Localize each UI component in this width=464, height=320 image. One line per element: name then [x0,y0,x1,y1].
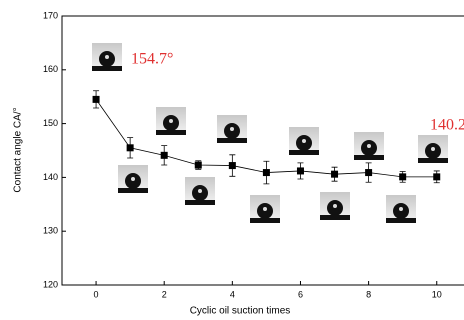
annotation: 140.2 [430,117,464,134]
droplet-highlight [431,147,435,151]
droplet-highlight [263,207,267,211]
data-point [262,169,270,177]
droplet-highlight [105,55,109,59]
y-tick-label: 160 [43,64,58,74]
droplet-highlight [367,144,371,148]
droplet-highlight [302,139,306,143]
y-tick-label: 150 [43,118,58,128]
substrate [418,158,448,163]
substrate [320,215,350,220]
x-tick-label: 6 [298,289,303,299]
substrate [92,66,122,71]
data-point [160,151,168,159]
y-axis-label: Contact angle CA/° [13,107,24,192]
droplet-highlight [198,189,202,193]
droplet-highlight [333,204,337,208]
x-tick-label: 8 [366,289,371,299]
plot-frame [61,15,464,286]
droplet-highlight [399,207,403,211]
data-point [331,170,339,178]
x-tick-label: 0 [94,289,99,299]
droplet-highlight [230,127,234,131]
data-point [433,173,441,181]
data-point [365,169,373,177]
y-tick-label: 170 [43,10,58,20]
substrate [156,130,186,135]
substrate [185,200,215,205]
x-tick-label: 10 [432,289,442,299]
y-tick-label: 130 [43,226,58,236]
data-point [399,173,407,181]
data-point [92,95,100,103]
y-tick-label: 120 [43,279,58,289]
y-tick-label: 140 [43,172,58,182]
x-axis-label: Cyclic oil suction times [190,306,291,317]
droplet-highlight [131,177,135,181]
substrate [217,138,247,143]
substrate [118,188,148,193]
data-point [228,162,236,170]
data-point [126,144,134,152]
droplet-highlight [169,119,173,123]
substrate [250,218,280,223]
data-point [296,167,304,175]
x-tick-label: 4 [230,289,235,299]
x-tick-label: 2 [162,289,167,299]
substrate [289,150,319,155]
data-point [194,161,202,169]
substrate [386,218,416,223]
annotation: 154.7° [131,51,173,68]
substrate [354,155,384,160]
